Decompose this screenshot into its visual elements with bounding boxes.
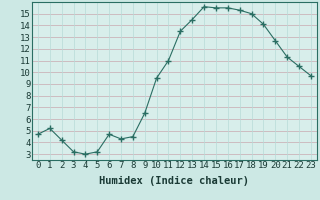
X-axis label: Humidex (Indice chaleur): Humidex (Indice chaleur) <box>100 176 249 186</box>
